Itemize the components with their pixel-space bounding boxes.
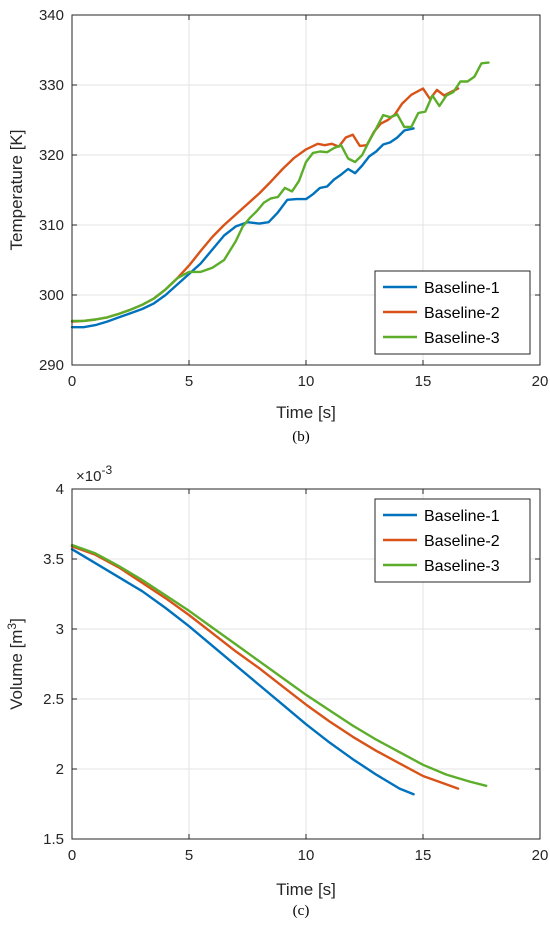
figure-caption: (c) xyxy=(293,903,310,919)
y-tick-label: 340 xyxy=(39,7,64,24)
legend-entry: Baseline-2 xyxy=(424,305,500,322)
y-tick-label: 3.5 xyxy=(43,551,64,568)
y-exponent-label: ×10-3 xyxy=(76,463,112,485)
legend-entry: Baseline-2 xyxy=(424,533,500,550)
x-tick-label: 20 xyxy=(532,847,549,864)
y-axis-label: Volume [m3] xyxy=(5,618,26,710)
series-line-baseline-3 xyxy=(70,543,488,787)
series-line-baseline-1 xyxy=(70,548,415,796)
y-tick-label: 330 xyxy=(39,77,64,94)
series-line-baseline-1 xyxy=(70,127,415,329)
x-tick-label: 10 xyxy=(298,373,315,390)
y-tick-label: 320 xyxy=(39,147,64,164)
x-tick-label: 15 xyxy=(415,373,432,390)
x-axis-label: Time [s] xyxy=(276,403,336,422)
x-tick-label: 5 xyxy=(185,847,193,864)
y-tick-label: 2.5 xyxy=(43,691,64,708)
x-tick-label: 20 xyxy=(532,373,549,390)
legend-entry: Baseline-3 xyxy=(424,558,500,575)
y-tick-label: 290 xyxy=(39,357,64,374)
x-tick-label: 5 xyxy=(185,373,193,390)
chart-panel-2: 0 5 10 15 20 1.5 2 2.5 3 3.5 4 ×10-3 Time [s] Volume … xyxy=(5,463,548,919)
y-tick-label: 1.5 xyxy=(43,831,64,848)
y-tick-label: 4 xyxy=(56,481,64,498)
y-axis-label-tail: ] xyxy=(7,618,26,623)
x-tick-label: 10 xyxy=(298,847,315,864)
series-line-baseline-3 xyxy=(70,61,490,323)
legend: Baseline-1 Baseline-2 Baseline-3 xyxy=(374,498,531,583)
y-tick-label: 310 xyxy=(39,217,64,234)
x-axis-label: Time [s] xyxy=(276,880,336,899)
y-tick-label: 300 xyxy=(39,287,64,304)
legend-entry: Baseline-1 xyxy=(424,280,500,297)
y-axis-label-sup: 3 xyxy=(5,623,19,630)
series-line-baseline-2 xyxy=(70,545,460,790)
x-tick-label: 0 xyxy=(68,847,76,864)
x-tick-label: 15 xyxy=(415,847,432,864)
legend-entry: Baseline-3 xyxy=(424,330,500,347)
legend-entry: Baseline-1 xyxy=(424,508,500,525)
y-exponent-power: -3 xyxy=(101,463,112,477)
y-tick-label: 3 xyxy=(56,621,64,638)
chart-panel-1: 0 5 10 15 20 290 300 310 320 330 340 Time [s] Temper… xyxy=(7,7,548,445)
x-tick-label: 0 xyxy=(68,373,76,390)
y-tick-label: 2 xyxy=(56,761,64,778)
figure-caption: (b) xyxy=(292,429,310,445)
y-axis-label: Temperature [K] xyxy=(7,130,26,251)
legend: Baseline-1 Baseline-2 Baseline-3 xyxy=(374,270,531,355)
